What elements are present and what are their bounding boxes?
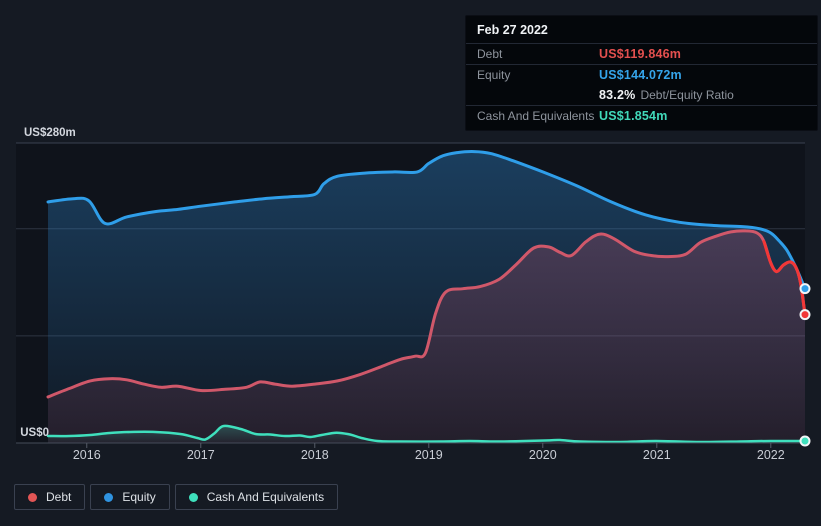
tooltip-debt-value: US$119.846m [599,47,682,61]
y-axis-max-label: US$280m [24,127,76,139]
equity-line [46,150,807,291]
legend-cash-label: Cash And Equivalents [206,490,325,504]
x-axis-year-label: 2018 [301,448,329,462]
x-axis-year-label: 2021 [643,448,671,462]
chart-tooltip: Feb 27 2022 Debt US$119.846m Equity US$1… [465,15,818,131]
x-axis-year-label: 2022 [757,448,785,462]
tooltip-debt-label: Debt [477,47,503,61]
tooltip-ratio-label: Debt/Equity Ratio [640,88,734,102]
tooltip-row-debt: Debt US$119.846m [466,43,817,64]
tooltip-equity-value: US$144.072m [599,68,682,82]
legend-debt-button[interactable]: Debt [14,484,86,510]
tooltip-cash-value: US$1.854m [599,109,668,123]
legend-cash-button[interactable]: Cash And Equivalents [174,484,339,510]
equity-series-dot-icon [104,492,114,502]
tooltip-row-equity: Equity US$144.072m [466,64,817,85]
debt-highlight-line [762,240,807,317]
tooltip-row-ratio: 83.2% Debt/Equity Ratio [466,85,817,105]
debt-area [48,230,805,443]
equity-end-marker [799,283,811,295]
tooltip-equity-label: Equity [477,68,511,82]
chart-legend: Debt Equity Cash And Equivalents [14,484,339,510]
cash-series-dot-icon [188,492,198,502]
debt-series-dot-icon [28,492,37,502]
debt-line [46,229,807,399]
debt-end-marker [799,309,811,321]
tooltip-row-cash: Cash And Equivalents US$1.854m [466,105,817,130]
legend-equity-button[interactable]: Equity [90,484,170,510]
tooltip-ratio-value: 83.2% [599,88,636,102]
cash-line [46,424,807,444]
x-axis-year-label: 2019 [415,448,443,462]
x-axis-year-label: 2020 [529,448,557,462]
legend-debt-label: Debt [46,490,72,504]
cash-area [48,425,805,443]
legend-equity-label: Equity [122,490,156,504]
cash-end-marker [799,435,811,447]
tooltip-date: Feb 27 2022 [477,23,548,37]
y-axis-zero-label: US$0 [20,427,49,439]
x-axis-year-label: 2017 [187,448,215,462]
x-axis-year-label: 2016 [73,448,101,462]
tooltip-cash-label: Cash And Equivalents [477,109,595,123]
debt-equity-history-chart[interactable]: 2016 2017 2018 2019 2020 2021 2022 US$280m US$0 [0,0,821,475]
